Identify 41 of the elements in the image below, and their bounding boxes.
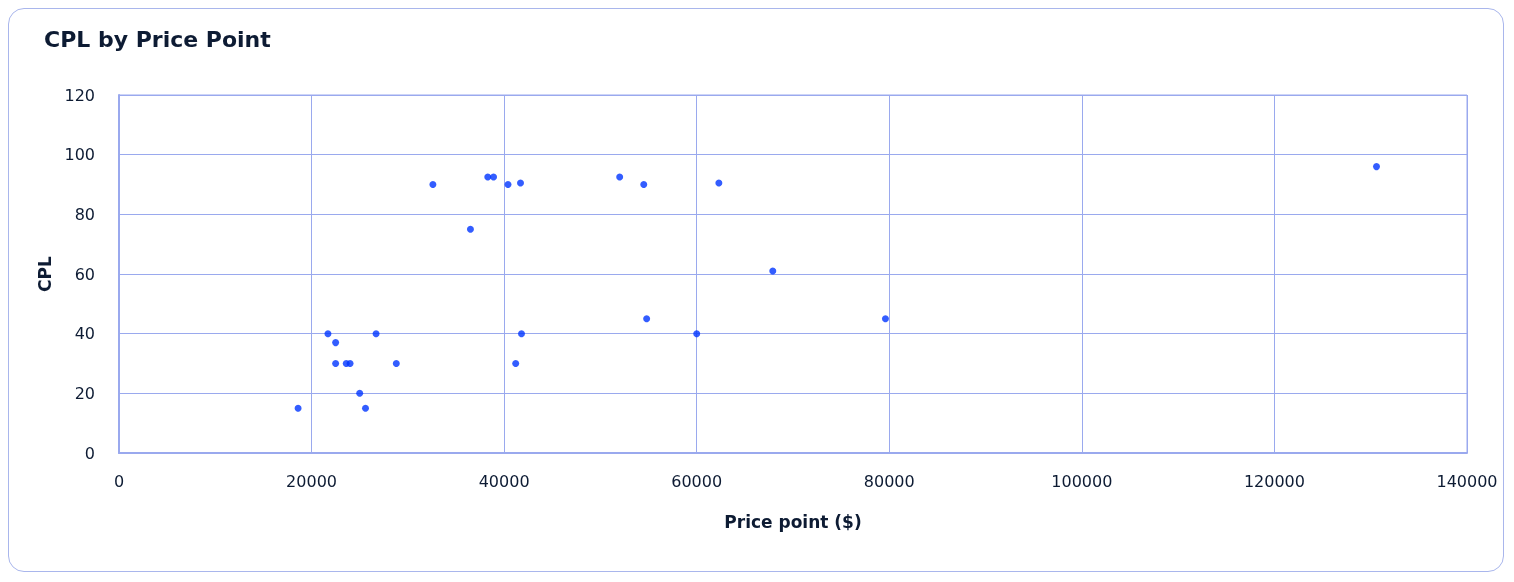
point bbox=[517, 330, 525, 338]
x-tick-label: 120000 bbox=[1243, 471, 1305, 491]
point bbox=[517, 179, 525, 187]
point bbox=[643, 315, 651, 323]
x-tick-label: 0 bbox=[113, 471, 125, 491]
point bbox=[466, 225, 474, 233]
point bbox=[332, 339, 340, 347]
y-tick-label: 80 bbox=[74, 204, 95, 224]
point bbox=[356, 389, 364, 397]
point bbox=[324, 330, 332, 338]
y-tick-label: 20 bbox=[74, 383, 95, 403]
x-tick-label: 40000 bbox=[478, 471, 530, 491]
x-tick-label: 140000 bbox=[1436, 471, 1498, 491]
point bbox=[693, 330, 701, 338]
y-tick-label: 0 bbox=[84, 443, 95, 463]
y-tick-label: 40 bbox=[74, 324, 95, 344]
point bbox=[362, 404, 369, 412]
point bbox=[504, 181, 512, 188]
point bbox=[429, 181, 437, 188]
y-tick-label: 120 bbox=[64, 85, 95, 105]
chart-title: CPL by Price Point bbox=[44, 26, 272, 52]
y-tick-label: 60 bbox=[74, 264, 95, 284]
point bbox=[616, 173, 624, 181]
point bbox=[512, 360, 520, 367]
y-tick-label: 100 bbox=[64, 145, 95, 165]
x-axis-title: Price point ($) bbox=[724, 511, 862, 532]
point bbox=[769, 267, 777, 275]
x-tick-label: 60000 bbox=[671, 471, 723, 491]
point bbox=[346, 360, 354, 367]
point bbox=[372, 330, 380, 338]
point bbox=[640, 181, 648, 188]
y-axis-title: CPL bbox=[35, 255, 56, 292]
point bbox=[392, 360, 400, 367]
point bbox=[332, 360, 340, 367]
x-tick-label: 20000 bbox=[286, 471, 338, 491]
point bbox=[294, 404, 302, 412]
point bbox=[1373, 163, 1380, 171]
point bbox=[881, 315, 889, 323]
x-tick-label: 80000 bbox=[863, 471, 915, 491]
x-tick-label: 100000 bbox=[1051, 471, 1113, 491]
point bbox=[490, 173, 498, 181]
